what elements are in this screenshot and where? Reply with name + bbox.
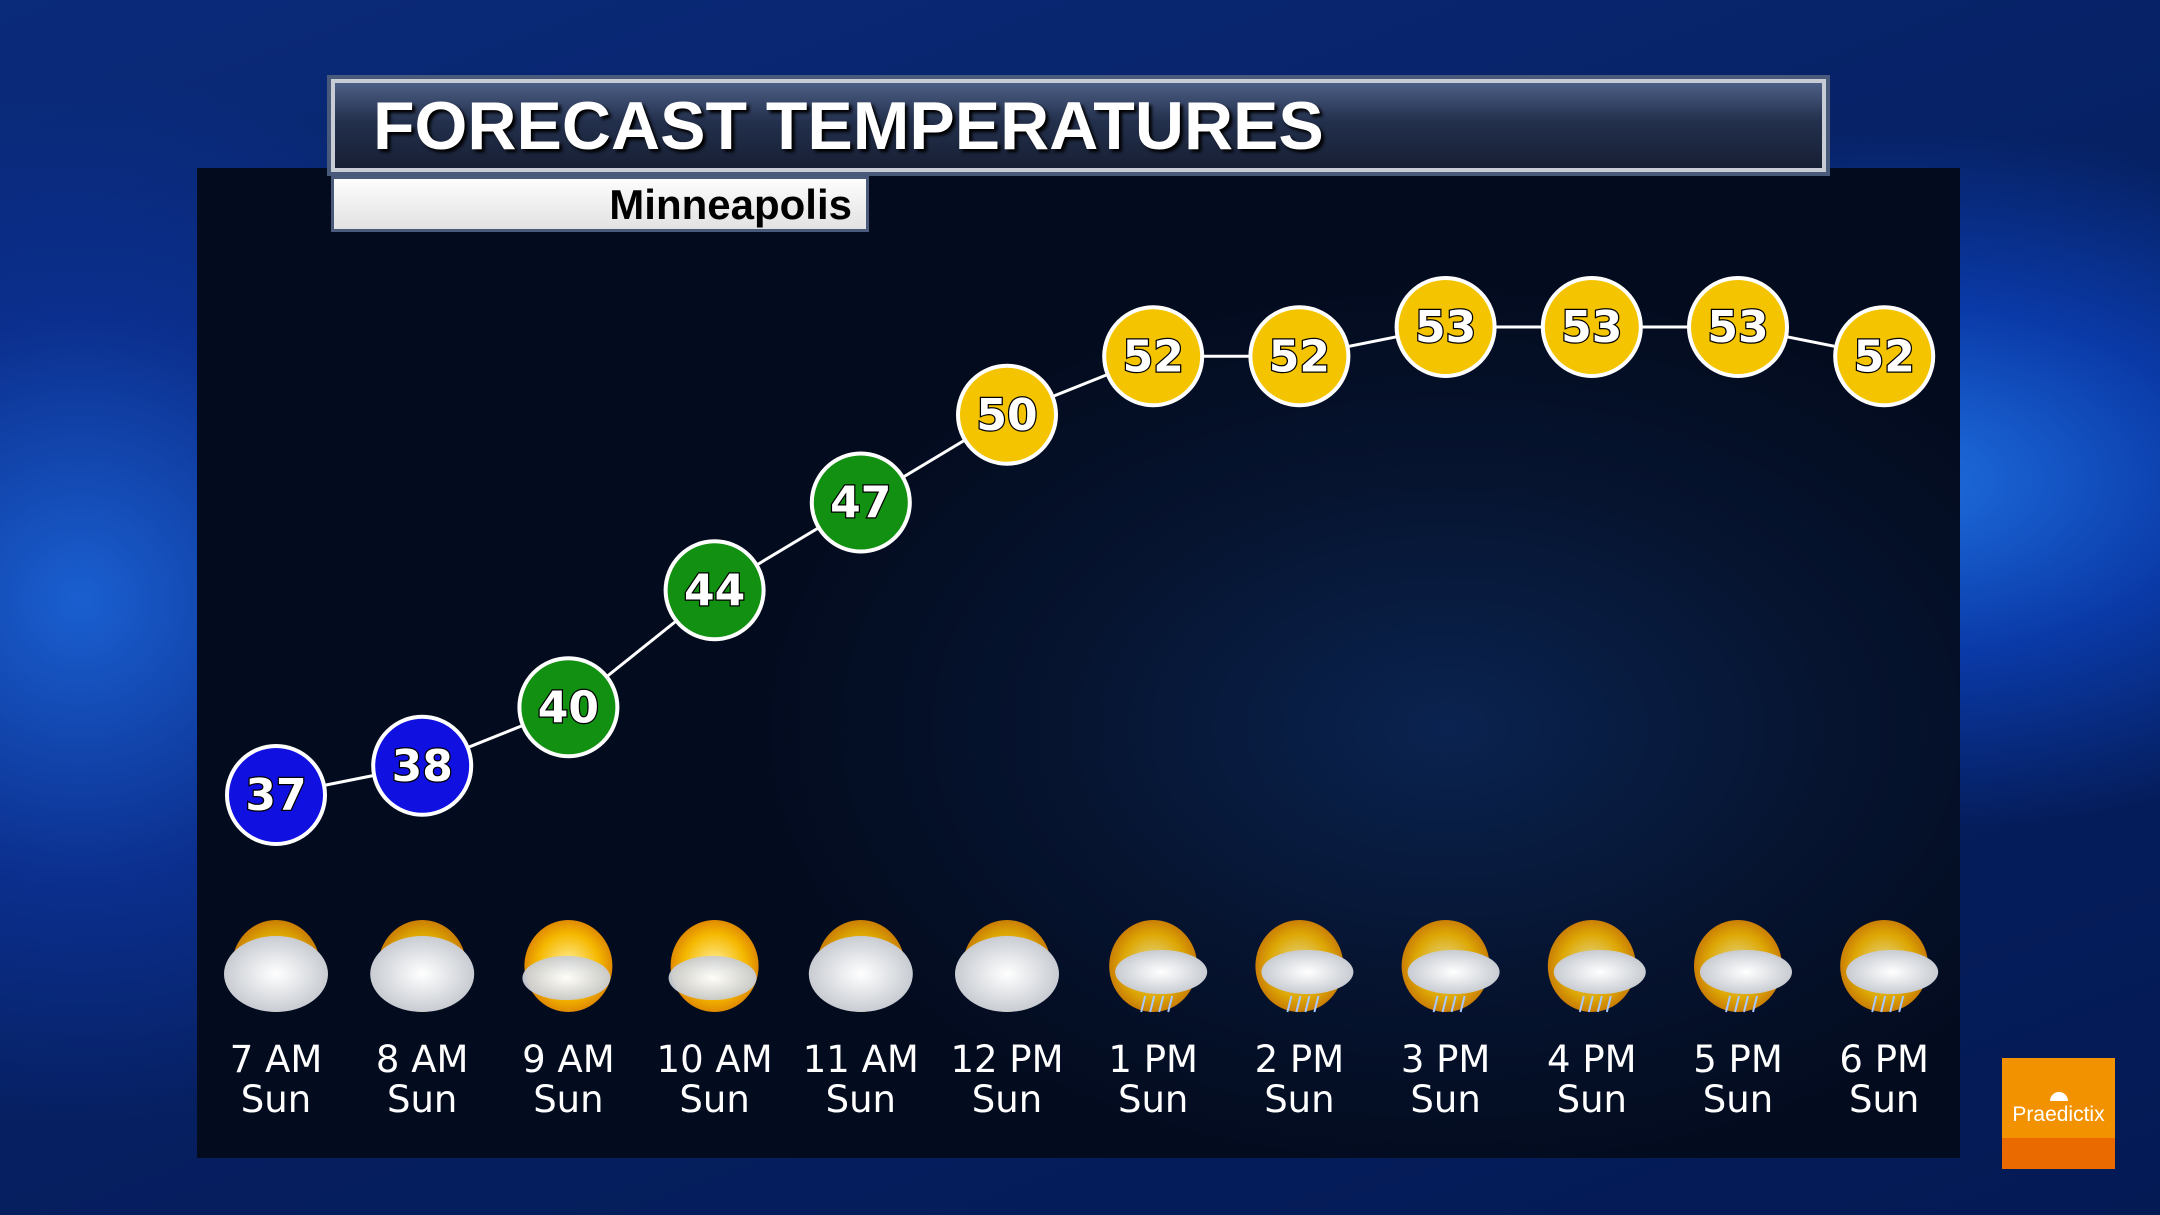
day-label: Sun	[1117, 1078, 1189, 1121]
hour-label: 8 AM	[375, 1038, 469, 1081]
point-marker	[1687, 276, 1789, 378]
time-label: 3 PM Sun	[1371, 1040, 1521, 1120]
rain-showers-icon	[1401, 920, 1500, 1013]
temperature-point: 53	[1687, 276, 1789, 378]
temperature-point: 38	[371, 714, 474, 817]
time-label: 8 AM Sun	[347, 1040, 497, 1120]
hour-label: 5 PM	[1693, 1038, 1783, 1081]
logo-text: Praedictix	[2012, 1103, 2105, 1126]
point-marker	[225, 744, 327, 846]
temperature-point: 52	[1833, 305, 1936, 408]
time-label: 12 PM Sun	[932, 1040, 1082, 1120]
point-value-label: 53	[1707, 302, 1768, 353]
day-label: Sun	[1848, 1078, 1920, 1121]
rain-showers-icon	[1547, 920, 1646, 1013]
temperature-point: 52	[1102, 305, 1205, 408]
point-value-label: 53	[1561, 302, 1622, 353]
mostly-cloudy-icon	[955, 920, 1059, 1012]
mostly-cloudy-icon	[370, 920, 475, 1012]
point-value-label: 53	[1415, 302, 1476, 353]
point-marker	[809, 451, 912, 554]
point-marker	[663, 539, 766, 642]
point-value-label: 38	[392, 741, 453, 792]
time-label: 5 PM Sun	[1663, 1040, 1813, 1120]
mostly-cloudy-icon	[224, 920, 328, 1012]
point-marker	[1540, 276, 1643, 378]
point-marker	[1102, 305, 1205, 408]
temperature-point: 53	[1540, 276, 1643, 378]
hour-label: 2 PM	[1254, 1038, 1345, 1081]
point-marker	[371, 714, 474, 817]
time-label: 1 PM Sun	[1078, 1040, 1228, 1120]
time-label: 2 PM Sun	[1224, 1040, 1374, 1120]
temperature-point: 40	[517, 656, 620, 759]
point-value-label: 52	[1854, 331, 1915, 382]
umbrella-icon	[2050, 1092, 2068, 1101]
day-label: Sun	[1264, 1078, 1335, 1121]
location-label: Minneapolis	[609, 181, 852, 228]
hour-label: 9 AM	[522, 1038, 615, 1081]
point-marker	[1248, 305, 1351, 408]
point-value-label: 50	[976, 390, 1037, 441]
time-label: 11 AM Sun	[786, 1040, 936, 1120]
day-label: Sun	[1410, 1078, 1481, 1121]
day-label: Sun	[1702, 1078, 1774, 1121]
temperature-point: 50	[956, 363, 1058, 466]
point-value-label: 52	[1269, 331, 1330, 382]
rain-showers-icon	[1255, 920, 1354, 1013]
day-label: Sun	[386, 1078, 458, 1121]
location-box: Minneapolis	[331, 176, 869, 232]
rain-showers-icon	[1694, 920, 1792, 1013]
hour-label: 1 PM	[1108, 1038, 1198, 1081]
day-label: Sun	[533, 1078, 604, 1121]
point-marker	[1394, 276, 1497, 378]
partly-sunny-icon	[522, 920, 613, 1012]
chart-title: FORECAST TEMPERATURES	[373, 88, 1324, 164]
point-value-label: 37	[245, 770, 306, 821]
point-value-label: 47	[830, 478, 891, 529]
day-label: Sun	[679, 1078, 750, 1121]
point-marker	[1833, 305, 1936, 408]
time-label: 4 PM Sun	[1517, 1040, 1667, 1120]
hour-label: 4 PM	[1547, 1038, 1637, 1081]
temperature-point: 47	[809, 451, 912, 554]
point-value-label: 52	[1123, 331, 1184, 382]
temperature-point: 53	[1394, 276, 1497, 378]
partly-sunny-icon	[668, 920, 759, 1012]
temperature-point: 44	[663, 539, 766, 642]
hour-label: 11 AM	[802, 1038, 919, 1081]
point-value-label: 40	[538, 682, 599, 733]
hour-label: 6 PM	[1839, 1038, 1929, 1081]
chart-panel	[197, 168, 1960, 1158]
hour-label: 12 PM	[950, 1038, 1064, 1081]
day-label: Sun	[971, 1078, 1043, 1121]
day-label: Sun	[825, 1078, 896, 1121]
title-bar: FORECAST TEMPERATURES	[327, 75, 1830, 176]
rain-showers-icon	[1109, 920, 1208, 1013]
hour-label: 3 PM	[1400, 1038, 1491, 1081]
point-value-label: 44	[684, 565, 745, 616]
time-label: 7 AM Sun	[201, 1040, 351, 1120]
day-label: Sun	[240, 1078, 312, 1121]
praedictix-logo: Praedictix	[2002, 1058, 2115, 1169]
time-label: 6 PM Sun	[1809, 1040, 1959, 1120]
hour-label: 10 AM	[656, 1038, 773, 1081]
time-label: 9 AM Sun	[493, 1040, 643, 1120]
mostly-cloudy-icon	[808, 920, 913, 1012]
temperature-point: 52	[1248, 305, 1351, 408]
hour-label: 7 AM	[229, 1038, 323, 1081]
point-marker	[517, 656, 620, 759]
time-label: 10 AM Sun	[640, 1040, 790, 1120]
temperature-point: 37	[225, 744, 327, 846]
day-label: Sun	[1556, 1078, 1627, 1121]
point-marker	[956, 363, 1058, 466]
rain-showers-icon	[1840, 920, 1939, 1013]
